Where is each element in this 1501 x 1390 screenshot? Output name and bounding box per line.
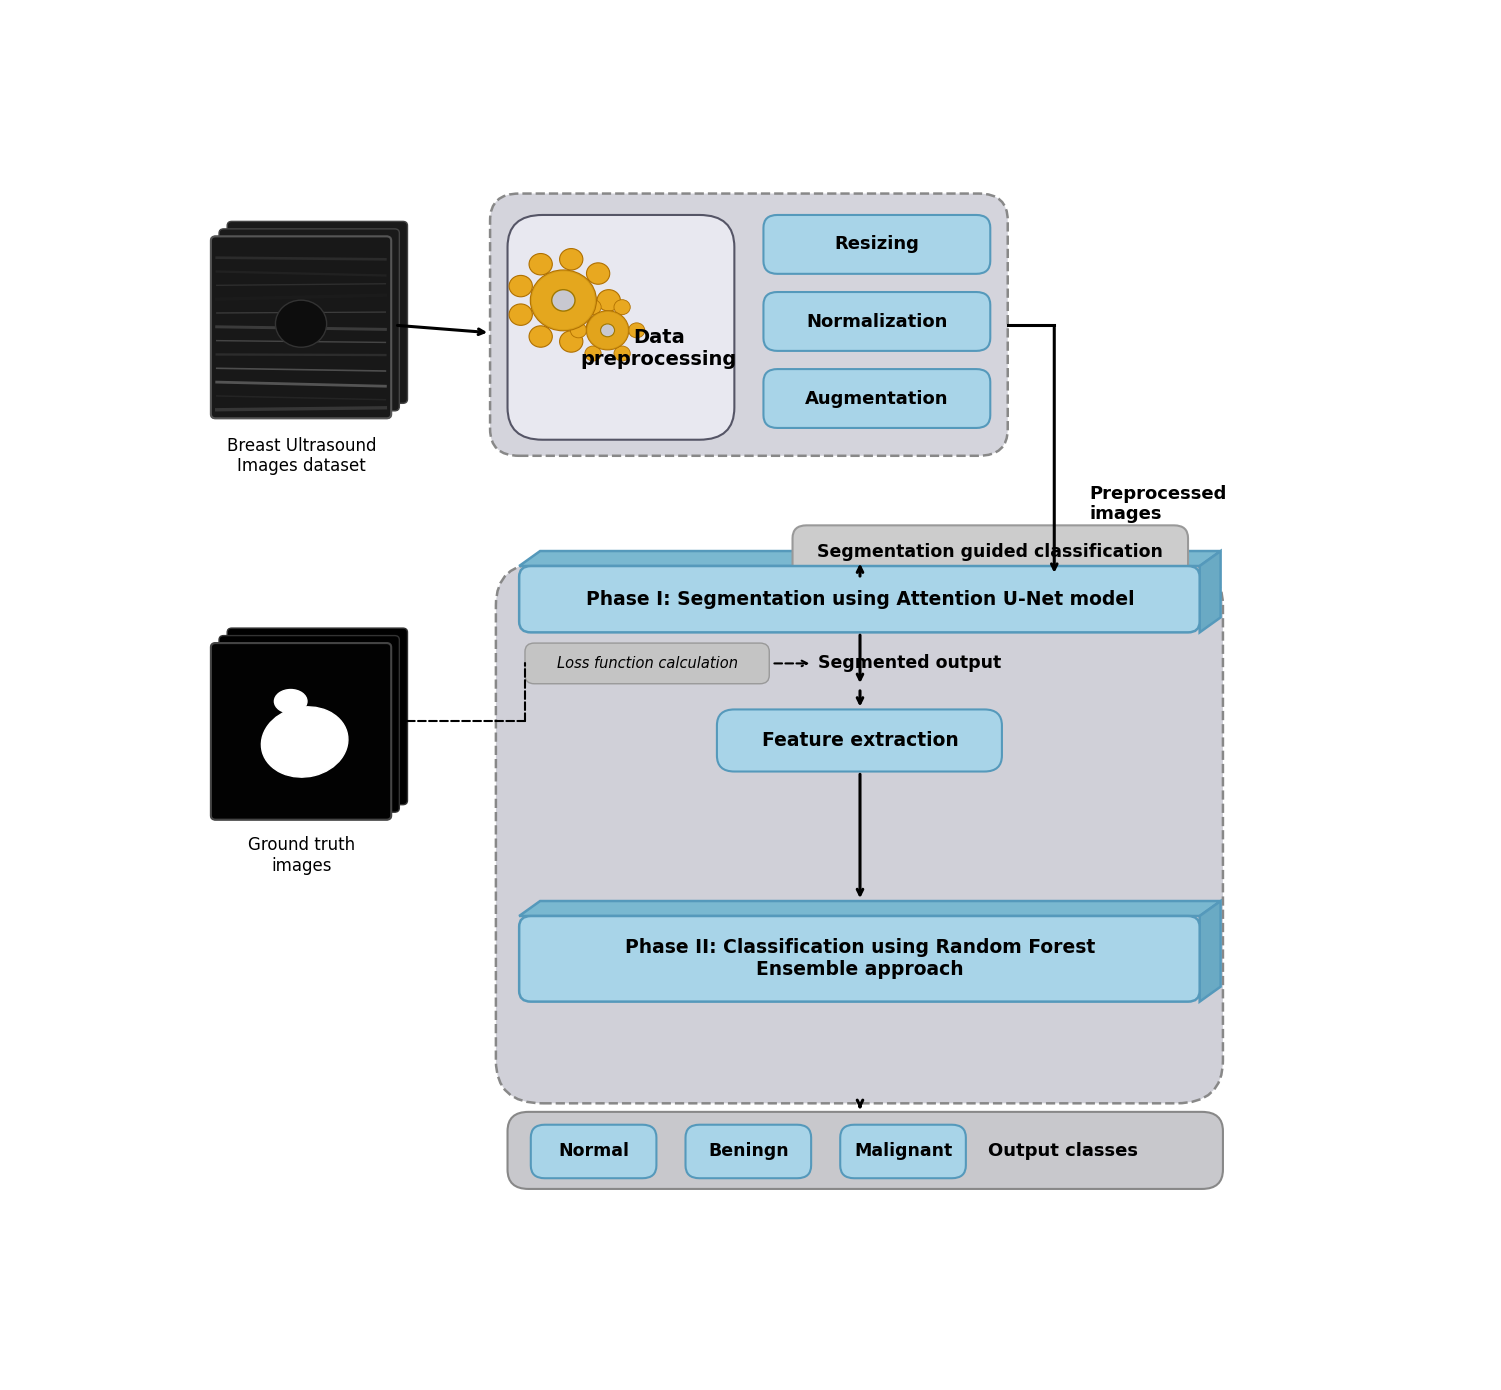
Circle shape — [528, 253, 552, 275]
Circle shape — [528, 325, 552, 348]
Text: Phase I: Segmentation using Attention U-Net model: Phase I: Segmentation using Attention U-… — [585, 589, 1135, 609]
Circle shape — [587, 311, 629, 350]
FancyBboxPatch shape — [841, 1125, 965, 1179]
Circle shape — [597, 289, 620, 311]
Text: Beningn: Beningn — [708, 1143, 788, 1161]
Text: Output classes: Output classes — [988, 1143, 1138, 1161]
Circle shape — [614, 346, 630, 361]
Circle shape — [570, 322, 587, 338]
FancyBboxPatch shape — [717, 709, 1003, 771]
FancyBboxPatch shape — [219, 635, 399, 812]
Circle shape — [587, 263, 609, 284]
FancyBboxPatch shape — [210, 236, 392, 418]
Circle shape — [614, 300, 630, 314]
Text: Malignant: Malignant — [854, 1143, 952, 1161]
FancyBboxPatch shape — [686, 1125, 811, 1179]
Circle shape — [509, 275, 533, 297]
FancyBboxPatch shape — [507, 1112, 1223, 1188]
Polygon shape — [519, 901, 1220, 916]
Text: Segmented output: Segmented output — [818, 655, 1001, 673]
Polygon shape — [1199, 550, 1220, 632]
FancyBboxPatch shape — [764, 292, 991, 350]
Circle shape — [587, 317, 609, 338]
Text: Breast Ultrasound
Images dataset: Breast Ultrasound Images dataset — [227, 436, 377, 475]
Text: Preprocessed
images: Preprocessed images — [1090, 485, 1226, 524]
Circle shape — [585, 346, 602, 361]
FancyBboxPatch shape — [507, 215, 734, 439]
FancyBboxPatch shape — [519, 566, 1199, 632]
Text: Normal: Normal — [558, 1143, 629, 1161]
Ellipse shape — [261, 706, 348, 777]
FancyBboxPatch shape — [227, 221, 407, 403]
Text: Loss function calculation: Loss function calculation — [557, 656, 737, 671]
FancyBboxPatch shape — [525, 644, 770, 684]
Circle shape — [600, 324, 614, 336]
FancyBboxPatch shape — [495, 563, 1223, 1104]
Circle shape — [276, 300, 327, 348]
FancyBboxPatch shape — [764, 215, 991, 274]
Text: Feature extraction: Feature extraction — [761, 731, 958, 751]
FancyBboxPatch shape — [227, 628, 407, 805]
Text: Normalization: Normalization — [806, 313, 947, 331]
FancyBboxPatch shape — [210, 236, 392, 418]
FancyBboxPatch shape — [210, 644, 392, 820]
Text: Segmentation guided classification: Segmentation guided classification — [818, 543, 1163, 562]
Text: Augmentation: Augmentation — [805, 391, 949, 409]
Circle shape — [531, 271, 596, 331]
Circle shape — [629, 322, 645, 338]
FancyBboxPatch shape — [793, 525, 1189, 578]
Circle shape — [560, 331, 582, 352]
FancyBboxPatch shape — [489, 193, 1007, 456]
Text: Resizing: Resizing — [835, 235, 919, 253]
Polygon shape — [1199, 901, 1220, 1002]
Circle shape — [587, 311, 629, 350]
Circle shape — [585, 300, 602, 314]
FancyBboxPatch shape — [531, 1125, 656, 1179]
FancyBboxPatch shape — [219, 229, 399, 411]
Circle shape — [509, 304, 533, 325]
FancyBboxPatch shape — [210, 644, 392, 820]
Circle shape — [531, 271, 596, 331]
Polygon shape — [519, 550, 1220, 566]
Text: Data
preprocessing: Data preprocessing — [581, 328, 737, 370]
Text: Phase II: Classification using Random Forest
Ensemble approach: Phase II: Classification using Random Fo… — [624, 938, 1096, 980]
Ellipse shape — [275, 689, 308, 713]
Text: Ground truth
images: Ground truth images — [248, 835, 356, 874]
FancyBboxPatch shape — [519, 916, 1199, 1002]
Circle shape — [552, 289, 575, 311]
Circle shape — [560, 249, 582, 270]
FancyBboxPatch shape — [764, 370, 991, 428]
